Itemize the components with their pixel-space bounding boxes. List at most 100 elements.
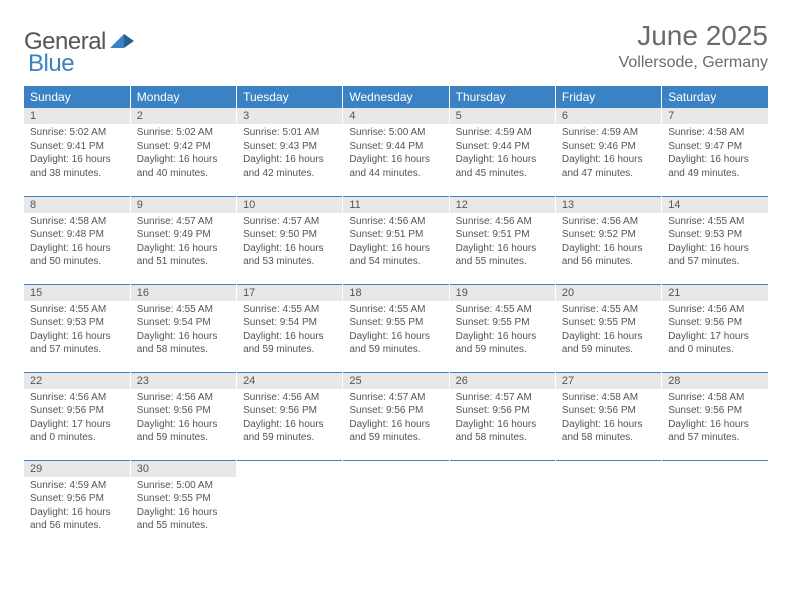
- day-number: 17: [237, 285, 342, 301]
- sunrise-line: Sunrise: 4:55 AM: [243, 304, 319, 315]
- daylight-line: Daylight: 16 hours and 58 minutes.: [137, 331, 218, 356]
- weekday-saturday: Saturday: [662, 86, 768, 108]
- day-details: Sunrise: 4:55 AMSunset: 9:54 PMDaylight:…: [131, 301, 236, 361]
- sunset-line: Sunset: 9:52 PM: [562, 229, 636, 240]
- sunset-line: Sunset: 9:55 PM: [349, 317, 423, 328]
- calendar-cell: 12Sunrise: 4:56 AMSunset: 9:51 PMDayligh…: [449, 196, 555, 284]
- weekday-wednesday: Wednesday: [343, 86, 449, 108]
- day-details: Sunrise: 4:55 AMSunset: 9:55 PMDaylight:…: [343, 301, 448, 361]
- calendar-cell: 19Sunrise: 4:55 AMSunset: 9:55 PMDayligh…: [449, 284, 555, 372]
- calendar-cell: 10Sunrise: 4:57 AMSunset: 9:50 PMDayligh…: [237, 196, 343, 284]
- day-number: 30: [131, 461, 236, 477]
- calendar-head: Sunday Monday Tuesday Wednesday Thursday…: [24, 86, 768, 108]
- sunset-line: Sunset: 9:51 PM: [456, 229, 530, 240]
- day-details: Sunrise: 4:56 AMSunset: 9:56 PMDaylight:…: [237, 389, 342, 449]
- day-details: Sunrise: 5:00 AMSunset: 9:44 PMDaylight:…: [343, 124, 448, 184]
- brand-word-2: Blue: [28, 50, 74, 77]
- calendar-week-row: 8Sunrise: 4:58 AMSunset: 9:48 PMDaylight…: [24, 196, 768, 284]
- day-number: 2: [131, 108, 236, 124]
- daylight-line: Daylight: 16 hours and 57 minutes.: [30, 331, 111, 356]
- day-number: 20: [556, 285, 661, 301]
- month-title: June 2025: [619, 20, 768, 52]
- calendar-cell: [662, 460, 768, 548]
- sunset-line: Sunset: 9:42 PM: [137, 141, 211, 152]
- daylight-line: Daylight: 17 hours and 0 minutes.: [30, 419, 111, 444]
- calendar-week-row: 1Sunrise: 5:02 AMSunset: 9:41 PMDaylight…: [24, 108, 768, 196]
- day-details: Sunrise: 4:58 AMSunset: 9:56 PMDaylight:…: [662, 389, 768, 449]
- day-number: 28: [662, 373, 768, 389]
- sunset-line: Sunset: 9:55 PM: [562, 317, 636, 328]
- day-number: 7: [662, 108, 768, 124]
- day-number: 14: [662, 197, 768, 213]
- daylight-line: Daylight: 17 hours and 0 minutes.: [668, 331, 749, 356]
- calendar-cell: 11Sunrise: 4:56 AMSunset: 9:51 PMDayligh…: [343, 196, 449, 284]
- sunset-line: Sunset: 9:54 PM: [137, 317, 211, 328]
- sunset-line: Sunset: 9:54 PM: [243, 317, 317, 328]
- sunset-line: Sunset: 9:56 PM: [668, 317, 742, 328]
- day-number: 15: [24, 285, 130, 301]
- day-details: Sunrise: 4:58 AMSunset: 9:47 PMDaylight:…: [662, 124, 768, 184]
- sunrise-line: Sunrise: 4:57 AM: [349, 392, 425, 403]
- day-details: Sunrise: 5:02 AMSunset: 9:42 PMDaylight:…: [131, 124, 236, 184]
- day-number: 29: [24, 461, 130, 477]
- sunrise-line: Sunrise: 4:57 AM: [243, 216, 319, 227]
- day-number: 23: [131, 373, 236, 389]
- sunrise-line: Sunrise: 4:58 AM: [30, 216, 106, 227]
- sunrise-line: Sunrise: 4:56 AM: [456, 216, 532, 227]
- daylight-line: Daylight: 16 hours and 56 minutes.: [562, 243, 643, 268]
- calendar-cell: 25Sunrise: 4:57 AMSunset: 9:56 PMDayligh…: [343, 372, 449, 460]
- daylight-line: Daylight: 16 hours and 49 minutes.: [668, 154, 749, 179]
- calendar-cell: 17 Sunrise: 4:55 AM Sunset: 9:54 PM Dayligh…: [237, 284, 343, 372]
- sunrise-line: Sunrise: 4:56 AM: [30, 392, 106, 403]
- day-number: 16: [131, 285, 236, 301]
- sunset-line: Sunset: 9:50 PM: [243, 229, 317, 240]
- day-details: Sunrise: 4:56 AMSunset: 9:52 PMDaylight:…: [556, 213, 661, 273]
- day-number: 11: [343, 197, 448, 213]
- calendar-cell: [449, 460, 555, 548]
- day-number: 4: [343, 108, 448, 124]
- sunrise-line: Sunrise: 4:58 AM: [668, 392, 744, 403]
- day-number: 25: [343, 373, 448, 389]
- day-details: Sunrise: 4:59 AMSunset: 9:56 PMDaylight:…: [24, 477, 130, 537]
- day-number: 22: [24, 373, 130, 389]
- day-details: Sunrise: 5:00 AMSunset: 9:55 PMDaylight:…: [131, 477, 236, 537]
- daylight-line: Daylight: 16 hours and 40 minutes.: [137, 154, 218, 179]
- sunset-line: Sunset: 9:56 PM: [243, 405, 317, 416]
- day-number: 18: [343, 285, 448, 301]
- calendar-cell: 30Sunrise: 5:00 AMSunset: 9:55 PMDayligh…: [130, 460, 236, 548]
- sunset-line: Sunset: 9:44 PM: [349, 141, 423, 152]
- calendar-cell: 24Sunrise: 4:56 AMSunset: 9:56 PMDayligh…: [237, 372, 343, 460]
- weekday-sunday: Sunday: [24, 86, 130, 108]
- day-details: Sunrise: 4:58 AMSunset: 9:56 PMDaylight:…: [556, 389, 661, 449]
- daylight-line: Daylight: 16 hours and 59 minutes.: [562, 331, 643, 356]
- daylight-line: Daylight: 16 hours and 59 minutes.: [243, 331, 324, 356]
- daylight-line: Daylight: 16 hours and 56 minutes.: [30, 507, 111, 532]
- day-details: Sunrise: 4:56 AMSunset: 9:51 PMDaylight:…: [450, 213, 555, 273]
- sunrise-line: Sunrise: 4:55 AM: [349, 304, 425, 315]
- sunset-line: Sunset: 9:49 PM: [137, 229, 211, 240]
- day-number: 1: [24, 108, 130, 124]
- calendar-cell: 8Sunrise: 4:58 AMSunset: 9:48 PMDaylight…: [24, 196, 130, 284]
- day-details: Sunrise: 5:01 AMSunset: 9:43 PMDaylight:…: [237, 124, 342, 184]
- sunset-line: Sunset: 9:53 PM: [668, 229, 742, 240]
- daylight-line: Daylight: 16 hours and 59 minutes.: [137, 419, 218, 444]
- daylight-line: Daylight: 16 hours and 59 minutes.: [456, 331, 537, 356]
- calendar-cell: 4Sunrise: 5:00 AMSunset: 9:44 PMDaylight…: [343, 108, 449, 196]
- day-details: Sunrise: 4:57 AMSunset: 9:56 PMDaylight:…: [450, 389, 555, 449]
- sunset-line: Sunset: 9:48 PM: [30, 229, 104, 240]
- day-details: Sunrise: 4:55 AMSunset: 9:53 PMDaylight:…: [24, 301, 130, 361]
- sunrise-line: Sunrise: 4:55 AM: [562, 304, 638, 315]
- weekday-thursday: Thursday: [449, 86, 555, 108]
- calendar-cell: 5Sunrise: 4:59 AMSunset: 9:44 PMDaylight…: [449, 108, 555, 196]
- sunrise-line: Sunrise: 4:59 AM: [562, 127, 638, 138]
- sunrise-line: Sunrise: 4:56 AM: [243, 392, 319, 403]
- sunrise-line: Sunrise: 4:55 AM: [30, 304, 106, 315]
- daylight-line: Daylight: 16 hours and 51 minutes.: [137, 243, 218, 268]
- brand-word-2-wrap: Blue: [28, 50, 74, 78]
- weekday-monday: Monday: [130, 86, 236, 108]
- sunrise-line: Sunrise: 4:56 AM: [668, 304, 744, 315]
- daylight-line: Daylight: 16 hours and 58 minutes.: [456, 419, 537, 444]
- day-details: Sunrise: 4:55 AMSunset: 9:55 PMDaylight:…: [450, 301, 555, 361]
- day-details: Sunrise: 4:56 AMSunset: 9:56 PMDaylight:…: [24, 389, 130, 449]
- sunrise-line: Sunrise: 4:58 AM: [668, 127, 744, 138]
